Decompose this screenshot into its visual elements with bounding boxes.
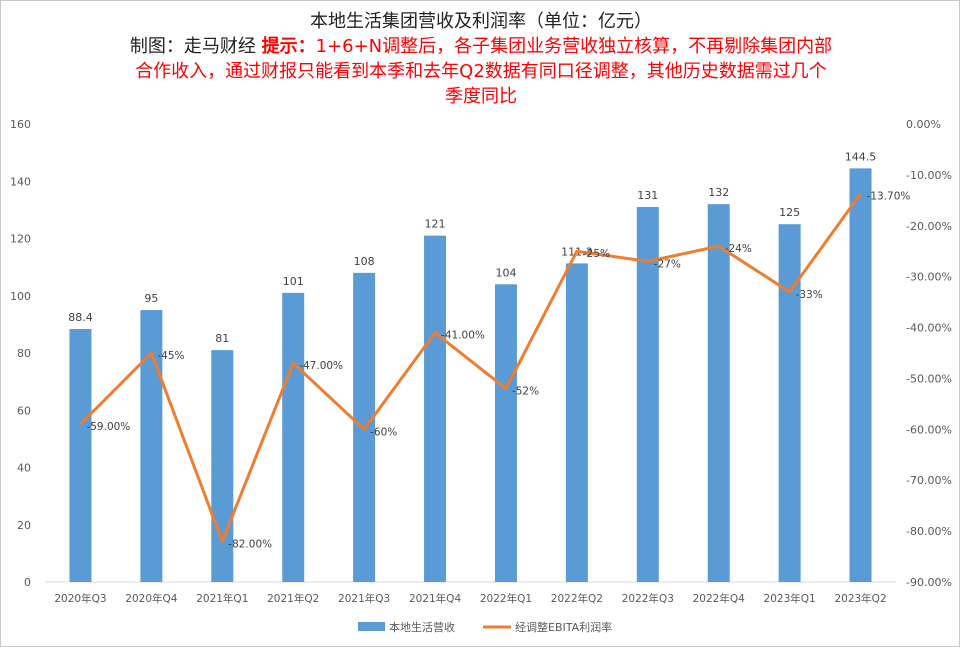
subtitle-line-1: 制图：走马财经 提示：1+6+N调整后，各子集团业务营收独立核算，不再剔除集团内… — [1, 34, 959, 59]
x-tick-label: 2021年Q3 — [338, 592, 390, 605]
chart-title: 本地生活集团营收及利润率（单位：亿元） — [310, 11, 652, 32]
revenue-bar-value-label: 144.5 — [845, 150, 877, 163]
y-right-tick-label: -20.00% — [906, 220, 952, 233]
note-text-1: 1+6+N调整后，各子集团业务营收独立核算，不再剔除集团内部 — [315, 36, 833, 57]
ebita-margin-point-label: -27% — [654, 258, 681, 270]
revenue-bar-value-label: 108 — [354, 255, 375, 268]
title-block: 本地生活集团营收及利润率（单位：亿元） 制图：走马财经 提示：1+6+N调整后，… — [1, 9, 959, 109]
y-right-tick-label: -70.00% — [906, 474, 952, 487]
y-left-tick-label: 160 — [10, 118, 31, 131]
x-tick-label: 2020年Q4 — [125, 592, 177, 605]
revenue-bar-value-label: 121 — [425, 218, 446, 231]
revenue-bar-value-label: 95 — [144, 292, 158, 305]
y-right-tick-label: -90.00% — [906, 576, 952, 589]
revenue-bar-value-label: 125 — [779, 206, 800, 219]
ebita-margin-point-label: -24% — [725, 243, 752, 255]
revenue-bar — [849, 168, 872, 582]
revenue-bar-value-label: 81 — [215, 332, 229, 345]
x-tick-label: 2022年Q3 — [622, 592, 674, 605]
revenue-bar-value-label: 88.4 — [68, 311, 93, 324]
ebita-margin-point-label: -45% — [157, 350, 184, 362]
y-left-tick-label: 140 — [10, 175, 31, 188]
x-tick-label: 2022年Q1 — [480, 592, 532, 605]
y-left-tick-label: 20 — [17, 519, 31, 532]
note-text-2: 合作收入，通过财报只能看到本季和去年Q2数据有同口径调整，其他历史数据需过几个 — [135, 61, 827, 82]
y-right-tick-label: -80.00% — [906, 525, 952, 538]
revenue-bar — [494, 284, 517, 582]
y-left-tick-label: 0 — [24, 576, 31, 589]
revenue-bar-value-label: 101 — [283, 275, 304, 288]
revenue-bar — [69, 328, 92, 582]
note-label: 提示： — [261, 36, 316, 57]
y-right-tick-label: -40.00% — [906, 322, 952, 335]
note-text-3: 季度同比 — [445, 86, 517, 107]
y-right-tick-label: -30.00% — [906, 271, 952, 284]
x-tick-label: 2021年Q4 — [409, 592, 461, 605]
x-tick-label: 2021年Q1 — [196, 592, 248, 605]
revenue-bar — [424, 235, 447, 582]
y-right-tick-label: -60.00% — [906, 423, 952, 436]
y-left-tick-label: 40 — [17, 462, 31, 475]
ebita-margin-point-label: -47.00% — [299, 360, 343, 372]
legend-label-revenue: 本地生活营收 — [389, 620, 455, 634]
y-left-tick-label: 120 — [10, 233, 31, 246]
revenue-bar — [282, 292, 305, 582]
revenue-bar — [636, 207, 659, 582]
legend-swatch-revenue — [358, 622, 385, 631]
ebita-margin-point-label: -82.00% — [228, 538, 272, 550]
ebita-margin-point-label: -41.00% — [441, 330, 485, 342]
chart-maker-credit: 制图：走马财经 — [129, 36, 256, 57]
revenue-bar-value-label: 104 — [495, 266, 516, 279]
ebita-margin-point-label: -59.00% — [86, 421, 130, 433]
ebita-margin-point-label: -13.70% — [867, 191, 911, 203]
revenue-bar — [778, 224, 801, 582]
ebita-margin-point-label: -60% — [370, 426, 397, 438]
y-left-tick-label: 80 — [17, 347, 31, 360]
revenue-bar-value-label: 132 — [708, 186, 729, 199]
ebita-margin-point-label: -52% — [512, 386, 539, 398]
legend-label-margin: 经调整EBITA利润率 — [515, 620, 612, 634]
y-left-tick-label: 100 — [10, 290, 31, 303]
x-tick-label: 2023年Q1 — [764, 592, 816, 605]
ebita-margin-point-label: -25% — [583, 248, 610, 260]
y-right-tick-label: -10.00% — [906, 169, 952, 182]
x-tick-label: 2022年Q2 — [551, 592, 603, 605]
x-tick-label: 2020年Q3 — [54, 592, 106, 605]
revenue-bar — [707, 204, 730, 582]
revenue-bar — [140, 310, 163, 582]
revenue-bar — [565, 263, 588, 582]
x-tick-label: 2023年Q2 — [834, 592, 886, 605]
x-tick-label: 2022年Q4 — [693, 592, 745, 605]
x-tick-label: 2021年Q2 — [267, 592, 319, 605]
y-right-tick-label: 0.00% — [906, 118, 941, 131]
ebita-margin-line — [79, 192, 862, 543]
y-right-tick-label: -50.00% — [906, 372, 952, 385]
revenue-bar-value-label: 131 — [637, 189, 658, 202]
ebita-margin-point-label: -33% — [796, 289, 823, 301]
y-left-tick-label: 60 — [17, 404, 31, 417]
